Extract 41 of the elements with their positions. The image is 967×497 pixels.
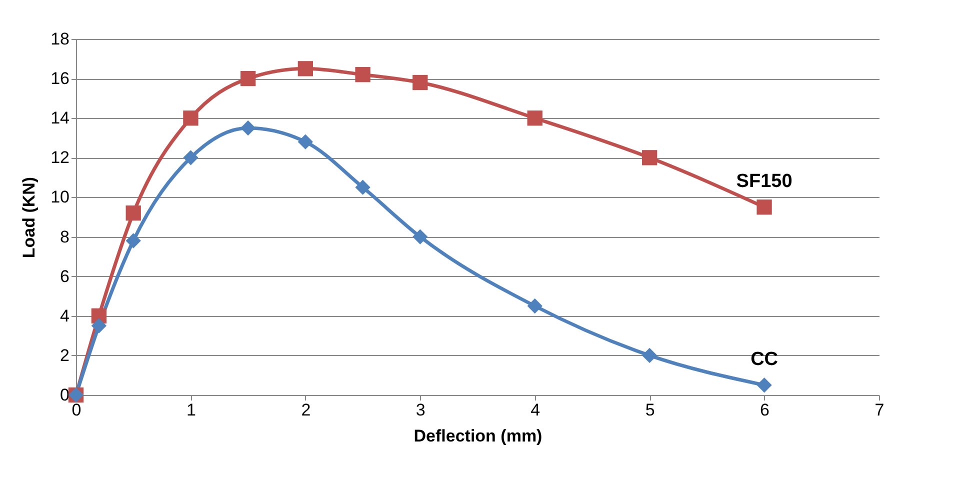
point — [756, 378, 772, 393]
y-tick-label: 0 — [60, 386, 70, 404]
point — [126, 233, 141, 248]
point — [183, 150, 198, 166]
point — [183, 110, 198, 126]
point — [412, 74, 428, 90]
point — [126, 205, 141, 221]
y-tick-label: 8 — [60, 227, 70, 246]
series-label: CC — [750, 349, 778, 370]
x-tick-label: 0 — [72, 400, 82, 420]
y-tick-label: 2 — [60, 346, 70, 365]
point — [240, 70, 256, 86]
y-axis-title: Load (KN) — [20, 176, 39, 258]
point — [527, 110, 542, 126]
y-tick-label: 16 — [50, 69, 70, 88]
point — [527, 298, 542, 314]
point — [412, 229, 428, 244]
point — [240, 120, 256, 136]
y-tick-label: 12 — [50, 148, 70, 168]
y-tick-label: 4 — [60, 306, 70, 326]
point — [298, 134, 314, 150]
series-label: SF150 — [736, 171, 792, 192]
point — [756, 200, 772, 215]
y-tick-label: 10 — [50, 188, 70, 207]
x-tick-label: 6 — [760, 400, 770, 420]
y-tick-label: 6 — [60, 266, 70, 286]
point — [642, 150, 658, 166]
x-axis-title: Deflection (mm) — [414, 426, 542, 446]
point — [355, 180, 370, 195]
y-tick-label: 14 — [50, 108, 70, 128]
x-tick-label: 1 — [186, 400, 196, 420]
point — [91, 318, 107, 334]
x-tick-label: 5 — [645, 400, 655, 420]
point — [298, 61, 314, 76]
point — [355, 67, 370, 82]
x-tick-label: 2 — [301, 400, 311, 420]
x-tick-label: 3 — [416, 400, 426, 420]
y-tick-label: 18 — [50, 30, 70, 48]
point — [642, 348, 658, 364]
x-tick-label: 4 — [530, 400, 540, 420]
x-tick-label: 7 — [874, 400, 884, 420]
